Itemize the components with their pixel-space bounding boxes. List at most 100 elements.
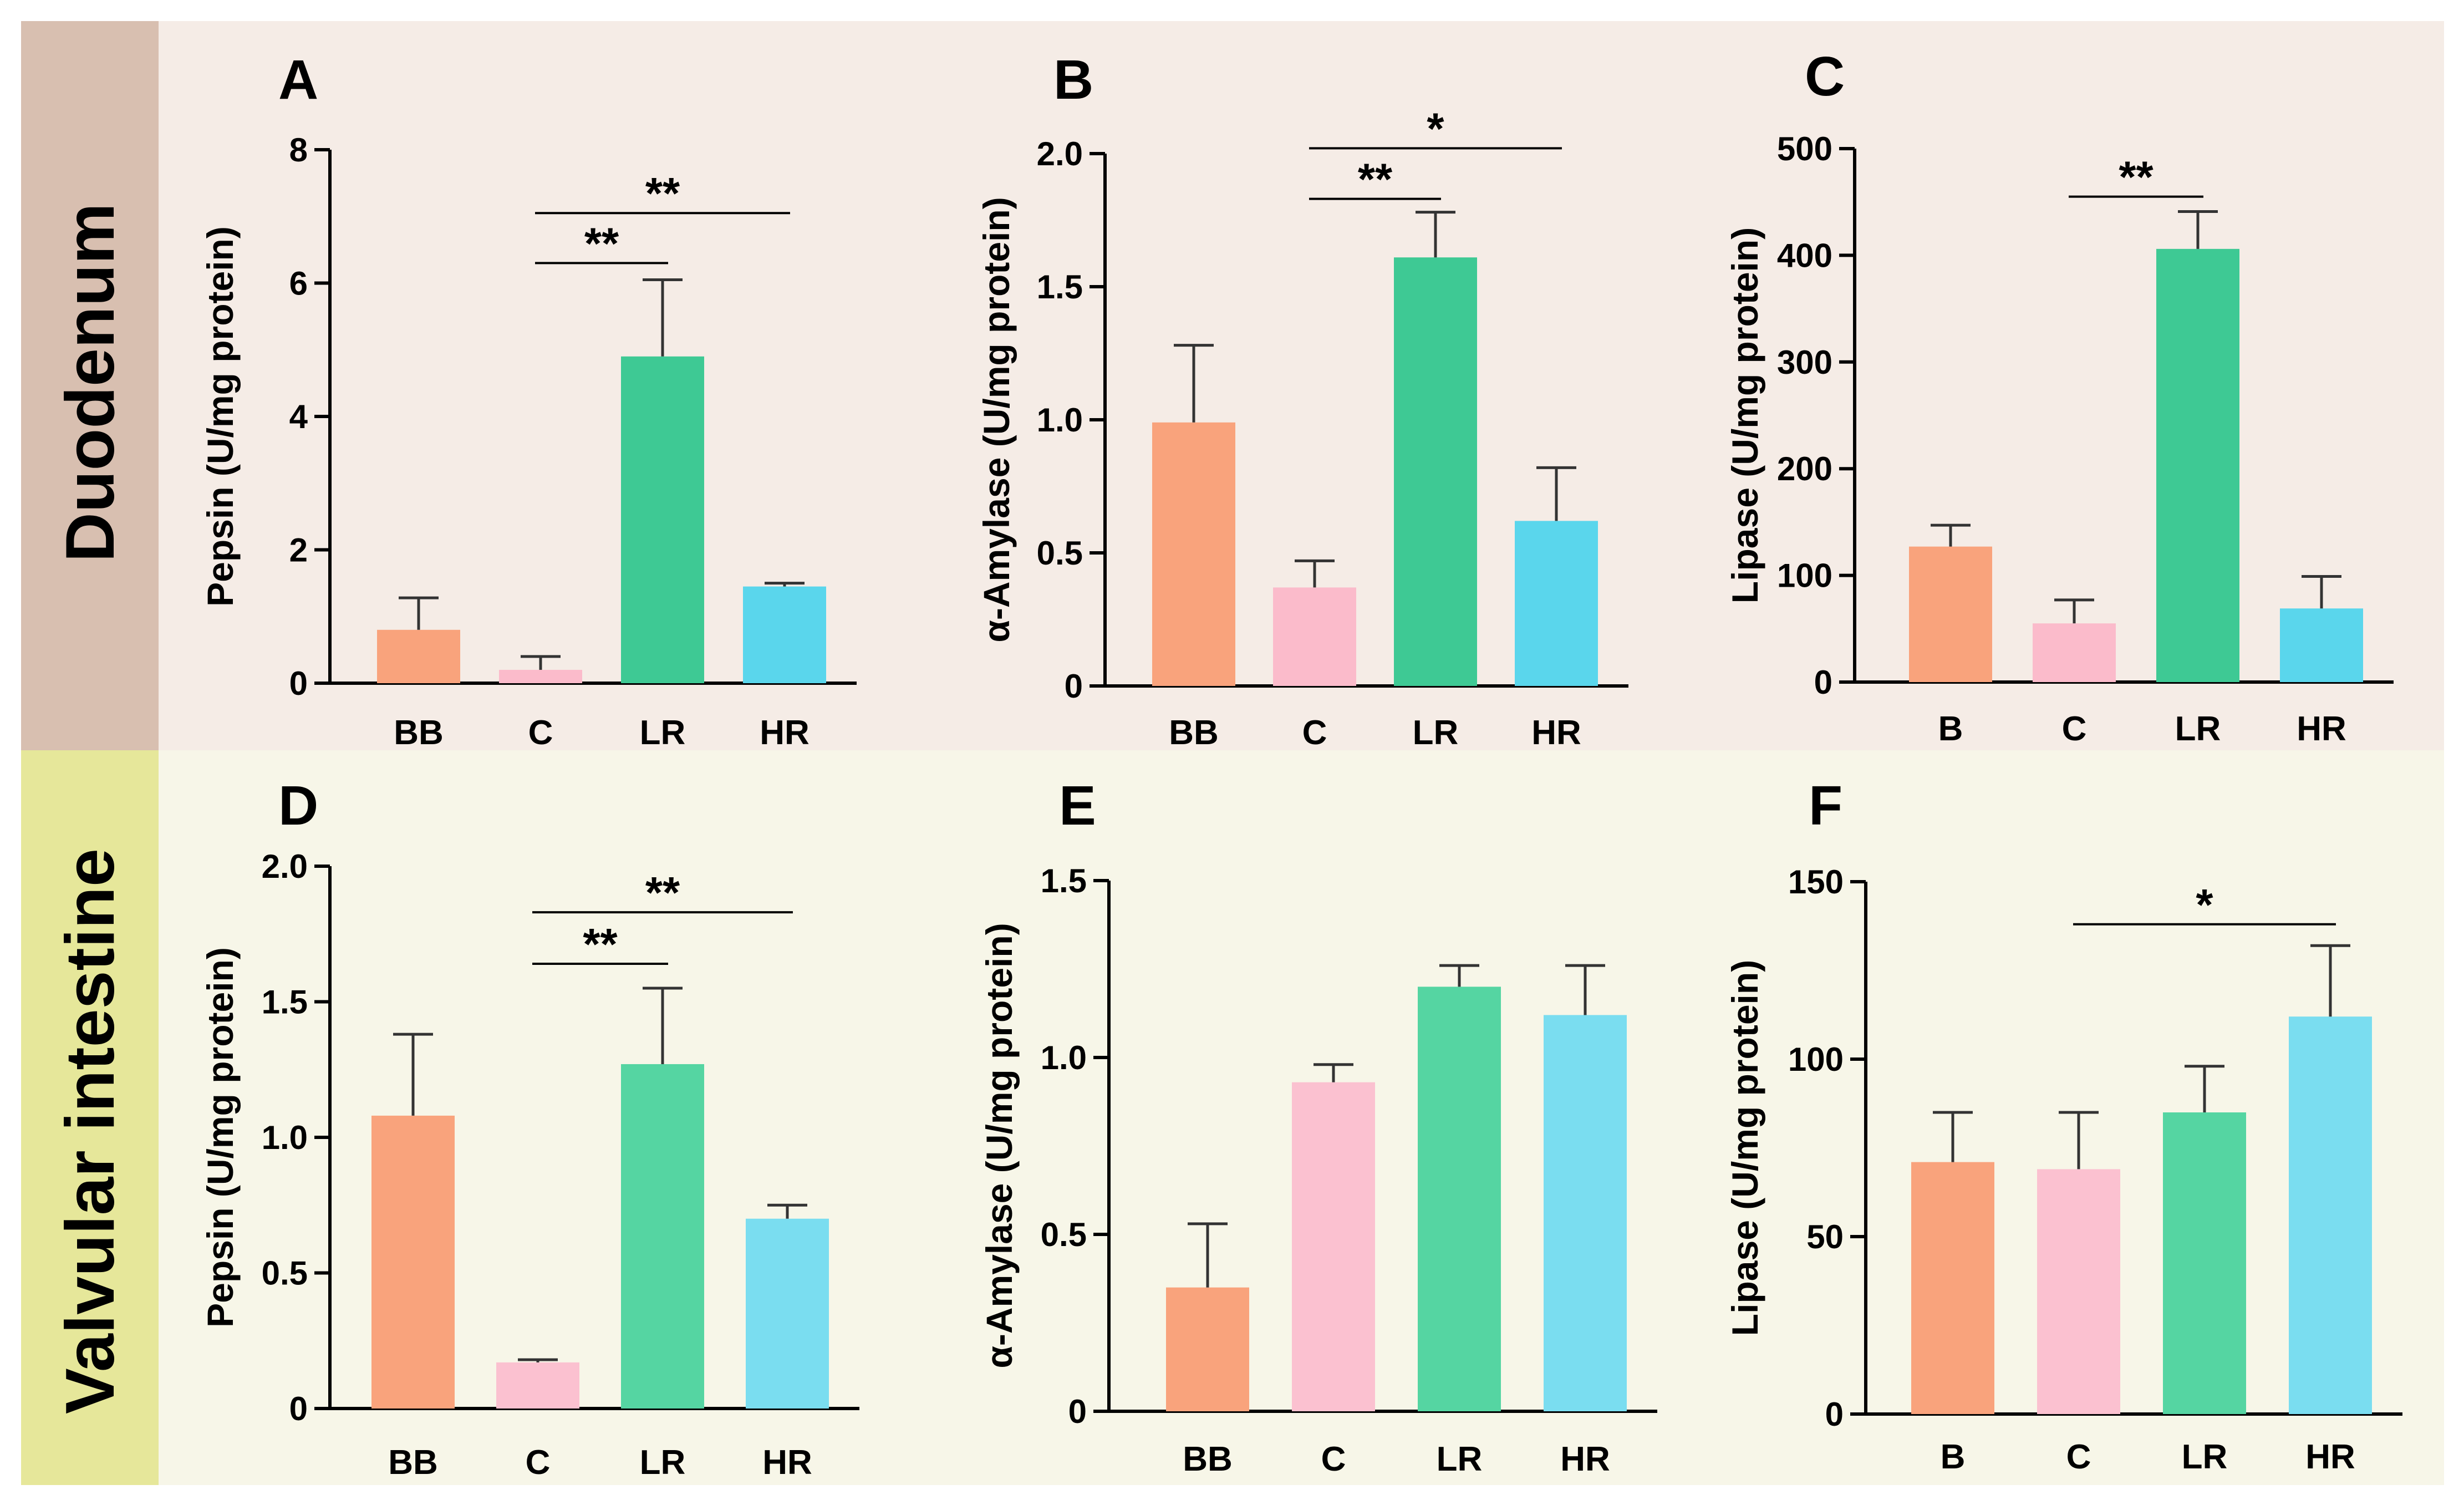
y-tick-label: 0 bbox=[289, 1390, 308, 1427]
y-tick-label: 100 bbox=[1788, 1041, 1844, 1078]
x-tick-label: C bbox=[2062, 710, 2087, 748]
y-axis-label: Lipase (U/mg protein) bbox=[1724, 227, 1765, 603]
bar-LR bbox=[621, 1064, 704, 1409]
valvular-label-strip bbox=[21, 750, 159, 1485]
x-tick-label: BB bbox=[1183, 1440, 1233, 1478]
x-tick-label: LR bbox=[1413, 714, 1459, 752]
bar-LR bbox=[2163, 1112, 2246, 1414]
x-tick-label: HR bbox=[1560, 1440, 1610, 1478]
y-tick-label: 0 bbox=[1825, 1396, 1844, 1433]
panel-letter: F bbox=[1809, 775, 1842, 837]
panel-letter: A bbox=[278, 49, 318, 111]
significance-label: * bbox=[2196, 880, 2213, 929]
x-tick-label: BB bbox=[394, 714, 444, 752]
y-tick-label: 1.0 bbox=[262, 1119, 308, 1156]
bar-HR bbox=[2280, 608, 2363, 682]
bar-HR bbox=[2289, 1016, 2372, 1414]
y-tick-label: 200 bbox=[1777, 450, 1832, 487]
x-tick-label: BB bbox=[1169, 714, 1219, 752]
y-tick-label: 0.5 bbox=[262, 1255, 308, 1292]
bar-C bbox=[2033, 623, 2116, 682]
y-tick-label: 0.5 bbox=[1037, 535, 1083, 572]
y-tick-label: 100 bbox=[1777, 557, 1832, 594]
y-tick-label: 500 bbox=[1777, 130, 1832, 167]
x-tick-label: C bbox=[526, 1443, 551, 1482]
y-axis-label: α-Amylase (U/mg protein) bbox=[979, 923, 1020, 1368]
bar-C bbox=[2037, 1169, 2120, 1414]
bar-B bbox=[1911, 1162, 1994, 1414]
x-tick-label: LR bbox=[640, 714, 686, 752]
bar-HR bbox=[1544, 1015, 1627, 1411]
y-tick-label: 150 bbox=[1788, 863, 1844, 901]
y-axis-label: Pepsin (U/mg protein) bbox=[200, 947, 241, 1328]
bar-HR bbox=[746, 1218, 829, 1409]
bar-HR bbox=[1515, 521, 1598, 686]
panel-letter: C bbox=[1805, 45, 1845, 108]
y-tick-label: 1.5 bbox=[1037, 268, 1083, 306]
panel-B: Bα-Amylase (U/mg protein) 0 0.5 1.0 1.5 2.0 BB… bbox=[976, 49, 1628, 752]
panel-F: F Lipase (U/mg protein) 0 50 100 150 B C LR HR * bbox=[1724, 775, 2402, 1476]
bar-LR bbox=[1418, 987, 1501, 1411]
duodenum-label-strip bbox=[21, 21, 159, 750]
panel-letter: B bbox=[1053, 49, 1093, 111]
x-tick-label: HR bbox=[2305, 1438, 2355, 1476]
x-tick-label: LR bbox=[1437, 1440, 1483, 1478]
x-tick-label: LR bbox=[2175, 710, 2221, 748]
x-tick-label: C bbox=[2066, 1438, 2091, 1476]
row-label-valvular-intestine: Valvular intestine bbox=[52, 848, 129, 1414]
y-tick-label: 1.0 bbox=[1041, 1039, 1087, 1076]
y-tick-label: 2.0 bbox=[1037, 135, 1083, 172]
significance-label: ** bbox=[645, 868, 680, 917]
y-tick-label: 4 bbox=[289, 398, 308, 435]
y-tick-label: 0 bbox=[1068, 1393, 1087, 1430]
bar-LR bbox=[621, 356, 704, 683]
bar-BB bbox=[1152, 422, 1235, 686]
x-tick-label: C bbox=[1302, 714, 1327, 752]
x-tick-label: HR bbox=[762, 1443, 812, 1482]
significance-label: * bbox=[1427, 104, 1444, 153]
panel-letter: E bbox=[1059, 775, 1096, 837]
row-label-duodenum: Duodenum bbox=[52, 203, 129, 562]
y-axis-label: Lipase (U/mg protein) bbox=[1724, 960, 1765, 1336]
x-tick-label: C bbox=[1321, 1440, 1346, 1478]
x-tick-label: HR bbox=[760, 714, 810, 752]
x-tick-label: HR bbox=[2297, 710, 2346, 748]
y-axis-label: Pepsin (U/mg protein) bbox=[200, 226, 241, 607]
bar-BB bbox=[371, 1115, 455, 1409]
bar-C bbox=[496, 1362, 579, 1409]
x-tick-label: B bbox=[1938, 710, 1963, 748]
bar-LR bbox=[2156, 248, 2239, 683]
y-tick-label: 1.0 bbox=[1037, 401, 1083, 439]
bar-B bbox=[1909, 546, 1992, 682]
bar-C bbox=[1273, 587, 1356, 686]
x-tick-label: LR bbox=[2182, 1438, 2228, 1476]
bar-C bbox=[499, 669, 582, 683]
y-tick-label: 1.5 bbox=[262, 984, 308, 1021]
significance-label: ** bbox=[584, 218, 619, 268]
bar-C bbox=[1292, 1082, 1375, 1411]
bar-HR bbox=[743, 586, 826, 683]
y-tick-label: 0 bbox=[1814, 664, 1832, 701]
y-tick-label: 0.5 bbox=[1041, 1216, 1087, 1253]
bar-BB bbox=[377, 629, 460, 683]
y-tick-label: 2 bbox=[289, 532, 308, 569]
bar-LR bbox=[1394, 257, 1477, 686]
panel-C: C Lipase (U/mg protein) 0 100 200 300 400 500 B C… bbox=[1724, 45, 2394, 748]
y-tick-label: 6 bbox=[289, 265, 308, 302]
bar-BB bbox=[1166, 1287, 1249, 1411]
panel-E: Eα-Amylase (U/mg protein) 0 0.5 1.0 1.5 BB C LR… bbox=[979, 775, 1657, 1478]
x-tick-label: BB bbox=[388, 1443, 438, 1482]
y-tick-label: 300 bbox=[1777, 344, 1832, 381]
panel-A: A Pepsin (U/mg protein) 0 2 4 6 8 BB C LR HR ** ** bbox=[200, 49, 857, 752]
significance-label: ** bbox=[1358, 155, 1393, 204]
y-tick-label: 50 bbox=[1806, 1218, 1844, 1255]
x-tick-label: LR bbox=[640, 1443, 686, 1482]
significance-label: ** bbox=[2119, 152, 2154, 202]
x-tick-label: B bbox=[1941, 1438, 1966, 1476]
x-tick-label: C bbox=[528, 714, 553, 752]
y-axis-label: α-Amylase (U/mg protein) bbox=[976, 197, 1017, 642]
panel-letter: D bbox=[278, 775, 318, 837]
y-tick-label: 400 bbox=[1777, 237, 1832, 274]
y-tick-label: 1.5 bbox=[1041, 862, 1087, 899]
significance-label: ** bbox=[583, 919, 618, 969]
